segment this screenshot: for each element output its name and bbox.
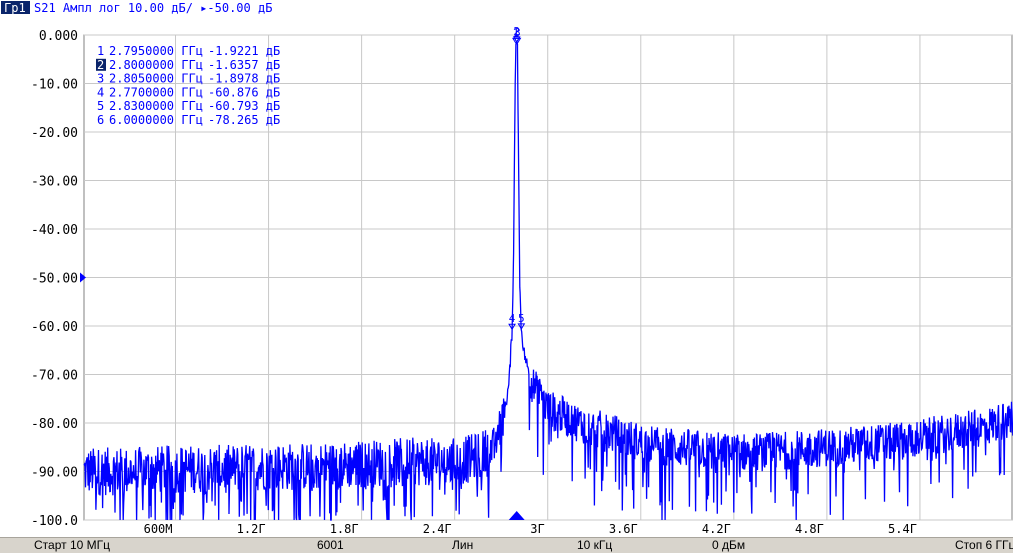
marker-flag-label: 4	[509, 312, 516, 325]
x-tick-label: 2.4Г	[423, 522, 452, 536]
y-tick-label: 0.000	[39, 29, 78, 44]
x-tick-label: 3.6Г	[609, 522, 638, 536]
status-bar: Старт 10 МГц 6001 Лин 10 кГц 0 дБм Стоп …	[0, 537, 1013, 553]
reference-level-marker[interactable]	[80, 272, 86, 283]
marker-flag-label: 3	[514, 26, 521, 39]
start-frequency[interactable]: Старт 10 МГц	[34, 538, 110, 552]
power-level[interactable]: 0 дБм	[712, 538, 746, 552]
x-tick-label: 600М	[144, 522, 173, 536]
marker-number[interactable]: 1	[97, 44, 104, 58]
trace-info[interactable]: S21 Ампл лог 10.00 дБ/ ▸-50.00 дБ	[34, 1, 272, 15]
y-tick-label: -30.00	[31, 175, 78, 190]
chart-svg: Гр1 S21 Ампл лог 10.00 дБ/ ▸-50.00 дБ 0.00…	[0, 0, 1013, 536]
marker-flag[interactable]	[517, 323, 526, 330]
trace-line	[83, 41, 1013, 521]
x-tick-label: 4.8Г	[795, 522, 824, 536]
x-tick-label: 1.2Г	[237, 522, 266, 536]
marker-number[interactable]: 3	[97, 72, 104, 86]
center-marker-indicator[interactable]	[508, 511, 525, 520]
header-bar	[0, 0, 1013, 15]
marker-number[interactable]: 2	[97, 58, 104, 72]
marker-flag[interactable]	[508, 323, 516, 331]
marker-number[interactable]: 4	[97, 85, 104, 99]
marker-value[interactable]: -1.9221 дБ	[208, 44, 280, 58]
trace-label[interactable]: Гр1	[4, 1, 26, 15]
marker-frequency[interactable]: 2.7700000 ГГц	[109, 85, 203, 99]
marker-value[interactable]: -60.793 дБ	[208, 99, 280, 113]
y-tick-label: -100.0	[31, 514, 78, 529]
y-tick-label: -50.00	[31, 272, 78, 287]
x-tick-label: 1.8Г	[330, 522, 359, 536]
x-tick-label: 5.4Г	[888, 522, 917, 536]
stop-frequency[interactable]: Стоп 6 ГГц	[955, 538, 1013, 552]
marker-frequency[interactable]: 6.0000000 ГГц	[109, 113, 203, 127]
sweep-type[interactable]: Лин	[452, 538, 474, 552]
marker-value[interactable]: -1.8978 дБ	[208, 72, 280, 86]
if-bandwidth[interactable]: 10 кГц	[577, 538, 613, 552]
active-marker-box[interactable]	[96, 58, 106, 71]
y-tick-label: -70.00	[31, 369, 78, 384]
x-tick-label: 4.2Г	[702, 522, 731, 536]
y-tick-label: -90.00	[31, 466, 78, 481]
marker-frequency[interactable]: 2.8300000 ГГц	[109, 99, 203, 113]
marker-frequency[interactable]: 2.8050000 ГГц	[109, 72, 203, 86]
marker-value[interactable]: -60.876 дБ	[208, 85, 280, 99]
marker-flag-label: 2	[513, 25, 520, 38]
marker-number[interactable]: 6	[97, 113, 104, 127]
marker-flag[interactable]	[513, 37, 522, 45]
x-tick-label: 3Г	[530, 522, 544, 536]
y-tick-label: -40.00	[31, 223, 78, 238]
marker-value[interactable]: -78.265 дБ	[208, 113, 280, 127]
y-tick-label: -60.00	[31, 320, 78, 335]
y-tick-label: -10.00	[31, 78, 78, 93]
marker-value[interactable]: -1.6357 дБ	[208, 58, 280, 72]
marker-frequency[interactable]: 2.7950000 ГГц	[109, 44, 203, 58]
marker-frequency[interactable]: 2.8000000 ГГц	[109, 58, 203, 72]
marker-number[interactable]: 5	[97, 99, 104, 113]
trace-label-box[interactable]	[1, 1, 30, 14]
marker-flag-label: 5	[518, 312, 525, 325]
points-count[interactable]: 6001	[317, 538, 344, 552]
y-tick-label: -20.00	[31, 126, 78, 141]
y-tick-label: -80.00	[31, 417, 78, 432]
marker-flag-label: 1	[513, 26, 520, 39]
